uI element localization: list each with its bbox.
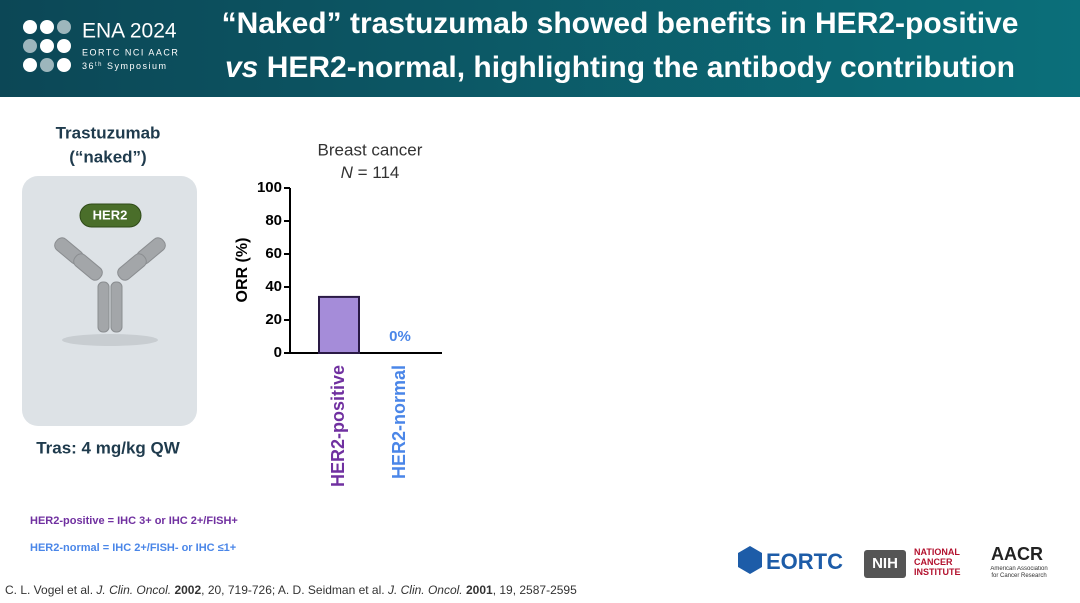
y-tick-label: 40 xyxy=(265,278,282,295)
ref-part: , 19, 2587-2595 xyxy=(493,583,577,597)
drug-name: Trastuzumab xyxy=(56,123,161,142)
chart: Breast cancer N = 114 ORR (%) 0 20 40 60 80 100 H… xyxy=(234,140,442,487)
y-axis-label: ORR (%) xyxy=(234,238,251,303)
y-tick-label: 0 xyxy=(274,344,282,361)
ref-part: C. L. Vogel et al. xyxy=(5,583,93,597)
y-tick-label: 20 xyxy=(265,311,282,328)
bar xyxy=(318,295,360,354)
logo-hexagons xyxy=(23,20,71,72)
nih-box xyxy=(864,550,906,578)
logo-aacr: AACR xyxy=(991,544,1043,564)
logo-nih: NIH xyxy=(872,555,898,572)
title-rest: HER2-normal, highlighting the antibody c… xyxy=(267,51,1015,84)
logo-eortc: EORTC xyxy=(766,549,843,574)
ref-year: 2002 xyxy=(174,583,201,597)
y-tick-label: 80 xyxy=(265,212,282,229)
chart-title: Breast cancer xyxy=(318,140,423,159)
reference: C. L. Vogel et al. J. Clin. Oncol. 2002,… xyxy=(5,583,577,597)
x-tick-label: HER2-positive xyxy=(328,365,348,487)
aacr-box: American Association for Cancer Research xyxy=(990,566,1048,579)
logo-num: 36 xyxy=(82,61,95,71)
title-em: vs xyxy=(225,51,258,84)
subtitle-rest: = 114 xyxy=(358,163,400,182)
ref-year: 2001 xyxy=(466,583,493,597)
logo-sup: th xyxy=(95,62,103,68)
ref-part: , 20, 719-726; A. D. Seidman et al. xyxy=(201,583,384,597)
dose: Tras: 4 mg/kg QW xyxy=(36,438,181,457)
slide-title: vs HER2-normal, highlighting the antibod… xyxy=(225,51,1015,84)
chart-subtitle: N = 114 xyxy=(341,163,400,182)
header-band xyxy=(0,0,1080,97)
slide-title: “Naked” trastuzumab showed benefits in H… xyxy=(222,7,1019,40)
logo-title: ENA 2024 xyxy=(82,20,177,43)
ref-journal: J. Clin. Oncol. xyxy=(387,583,463,597)
eortc-mark xyxy=(738,546,762,574)
x-tick-label: HER2-normal xyxy=(389,365,409,479)
logo-nci: NATIONAL CANCER INSTITUTE xyxy=(914,547,961,577)
y-tick-label: 100 xyxy=(257,179,282,196)
nci-box: NATIONAL CANCER INSTITUTE xyxy=(914,547,961,577)
target-label: HER2 xyxy=(93,207,128,222)
y-tick-label: 60 xyxy=(265,245,282,262)
logo-sub: EORTC NCI AACR xyxy=(82,47,179,57)
antibody-icon xyxy=(54,237,166,346)
logo-aacr-name: American Association for Cancer Research xyxy=(990,566,1048,579)
drug-note: (“naked”) xyxy=(69,147,146,166)
logo-word: Symposium xyxy=(107,61,168,71)
ref-journal: J. Clin. Oncol. xyxy=(95,583,171,597)
logo-symposium: 36th Symposium xyxy=(82,61,168,71)
definition: HER2-positive = IHC 3+ or IHC 2+/FISH+ xyxy=(30,515,238,527)
definition: HER2-normal = IHC 2+/FISH- or IHC ≤1+ xyxy=(30,542,236,554)
target-pill xyxy=(79,203,142,228)
subtitle-em: N xyxy=(341,163,354,182)
value-label: 0% xyxy=(389,328,411,345)
